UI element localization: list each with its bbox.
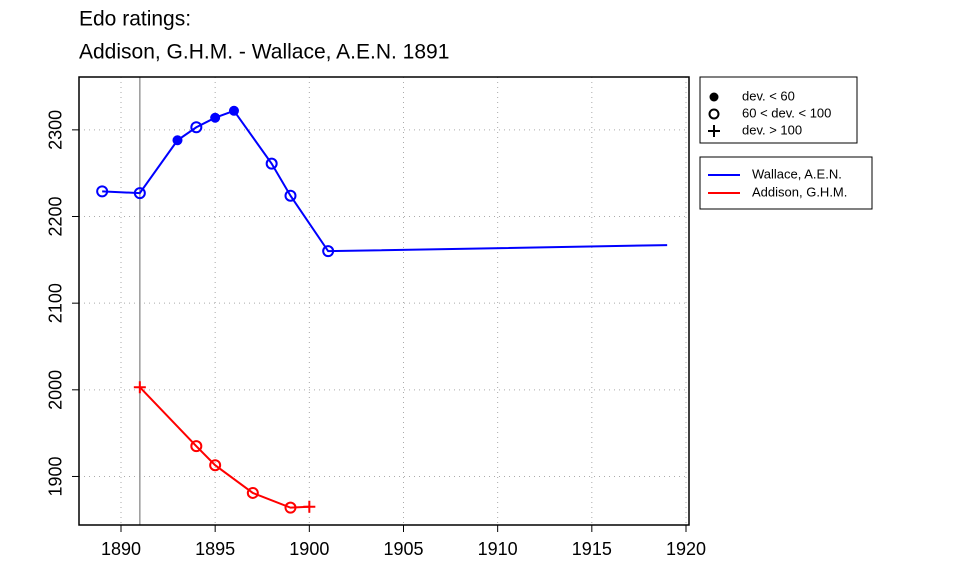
x-tick-label: 1905 (383, 539, 423, 559)
series-line (102, 109, 668, 253)
point (209, 459, 222, 472)
legend-label: dev. < 60 (742, 88, 795, 103)
x-tick-label: 1910 (478, 539, 518, 559)
y-tick-label: 2000 (46, 370, 66, 410)
x-tick-label: 1895 (195, 539, 235, 559)
point (133, 187, 146, 200)
legend-box (699, 76, 858, 144)
point (284, 189, 297, 202)
x-tick-label: 1890 (101, 539, 141, 559)
chart-title: Edo ratings: (79, 8, 191, 31)
y-tick-label: 2100 (46, 283, 66, 323)
plot-frame (78, 76, 690, 526)
y-tick-label: 2300 (46, 110, 66, 150)
point (133, 381, 146, 394)
point (190, 121, 203, 134)
chart-subtitle: Addison, G.H.M. - Wallace, A.E.N. 1891 (79, 41, 449, 64)
y-tick-label: 1900 (46, 456, 66, 496)
legend-label: 60 < dev. < 100 (742, 105, 831, 120)
point (210, 112, 221, 123)
legend-symbol (709, 92, 719, 102)
point (322, 245, 335, 258)
x-tick-label: 1900 (289, 539, 329, 559)
x-tick-label: 1920 (666, 539, 706, 559)
legend-symbol (708, 125, 720, 137)
legend-label: Wallace, A.E.N. (752, 166, 842, 181)
point (303, 500, 316, 513)
series-line (139, 386, 310, 509)
point (284, 501, 297, 514)
legend-label: Addison, G.H.M. (752, 184, 847, 199)
point (190, 440, 203, 453)
legend-box (699, 156, 873, 210)
y-tick-label: 2200 (46, 196, 66, 236)
point (228, 105, 239, 116)
legend-symbol (708, 108, 720, 120)
legend-label: dev. > 100 (742, 122, 802, 137)
point (172, 135, 183, 146)
point (246, 486, 259, 499)
x-tick-label: 1915 (572, 539, 612, 559)
point (96, 185, 109, 198)
point (265, 157, 278, 170)
